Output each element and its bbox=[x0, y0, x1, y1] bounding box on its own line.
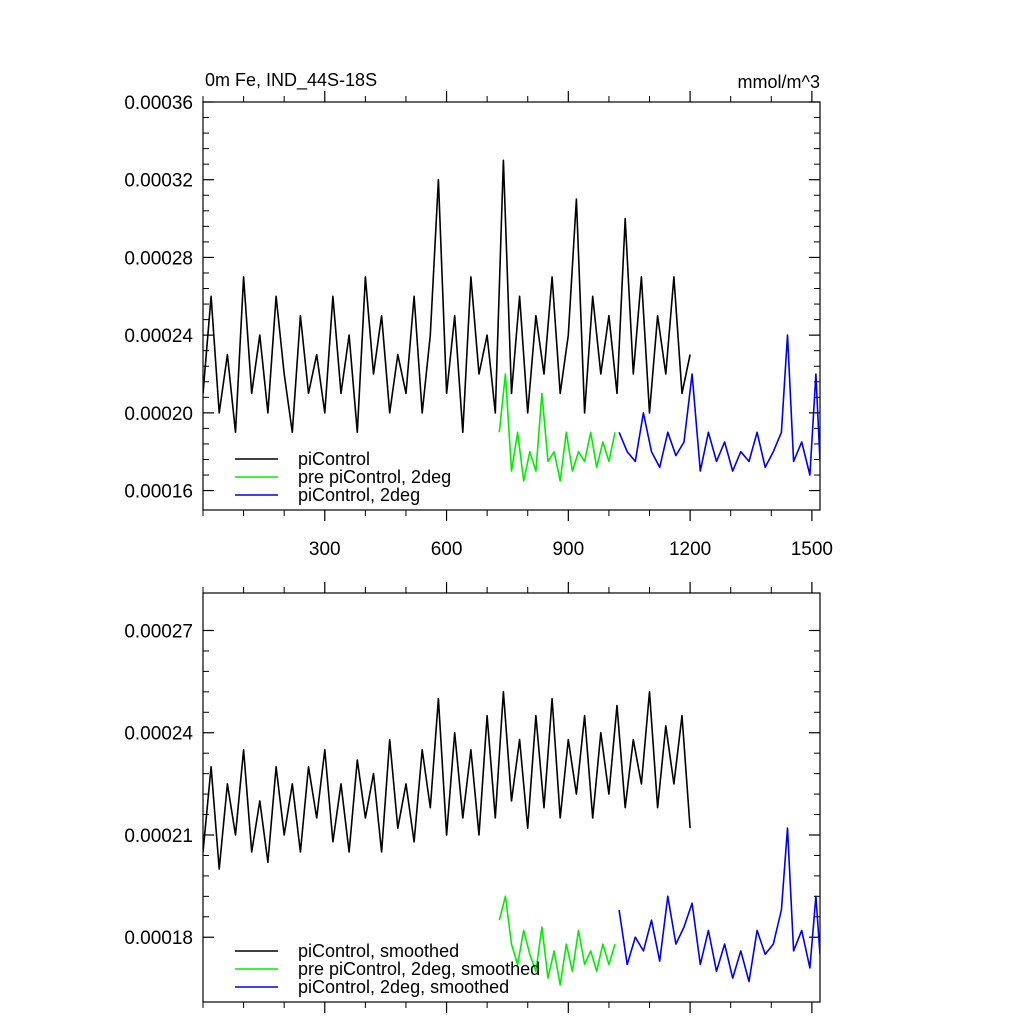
units-label: mmol/m^3 bbox=[738, 72, 820, 92]
series-line bbox=[203, 159, 691, 434]
x-tick-label: 300 bbox=[309, 539, 341, 560]
x-tick-label: 600 bbox=[431, 539, 463, 560]
series-line bbox=[498, 373, 616, 482]
series-line bbox=[203, 690, 691, 870]
y-tick-label: 0.00028 bbox=[124, 248, 193, 269]
y-tick-label: 0.00027 bbox=[124, 621, 193, 642]
plot-frame bbox=[202, 101, 821, 511]
legend-label: piControl, smoothed bbox=[298, 941, 459, 961]
y-tick-label: 0.00024 bbox=[124, 326, 193, 347]
y-tick-label: 0.00020 bbox=[124, 404, 193, 425]
y-tick-label: 0.00036 bbox=[124, 93, 193, 114]
y-tick-label: 0.00024 bbox=[124, 724, 193, 745]
legend-label: piControl, 2deg bbox=[298, 485, 420, 505]
x-tick-label: 900 bbox=[552, 539, 584, 560]
series-line bbox=[498, 895, 616, 986]
legend-label: pre piControl, 2deg, smoothed bbox=[298, 959, 540, 979]
x-tick-label: 1200 bbox=[669, 539, 711, 560]
x-tick-label: 1500 bbox=[791, 539, 833, 560]
y-tick-label: 0.00032 bbox=[124, 171, 193, 192]
top-panel: 0m Fe, IND_44S-18S mmol/m^3 0.00016 0.000… bbox=[124, 70, 833, 560]
plot-frame bbox=[202, 592, 821, 1003]
series-line bbox=[618, 334, 820, 476]
y-tick-label: 0.00021 bbox=[124, 826, 193, 847]
bottom-panel: 0.00018 0.00021 0.00024 0.00027 piControl, s… bbox=[124, 582, 821, 1013]
y-tick-label: 0.00018 bbox=[124, 928, 193, 949]
legend-label: piControl bbox=[298, 449, 370, 469]
y-tick-label: 0.00016 bbox=[124, 482, 193, 503]
chart-title: 0m Fe, IND_44S-18S bbox=[205, 70, 377, 91]
legend-label: piControl, 2deg, smoothed bbox=[298, 977, 509, 997]
legend-label: pre piControl, 2deg bbox=[298, 467, 451, 487]
series-line bbox=[618, 827, 820, 983]
